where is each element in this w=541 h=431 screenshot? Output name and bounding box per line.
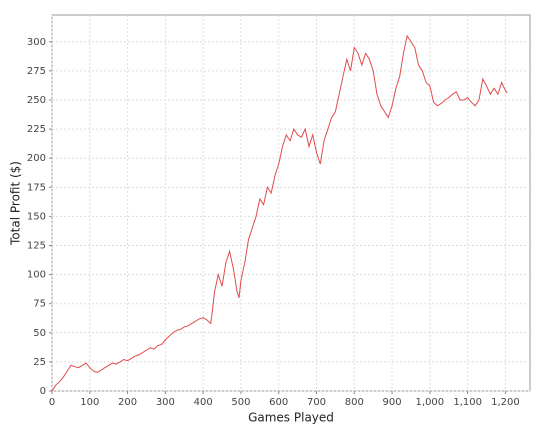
y-tick-label: 175 [27,182,46,193]
y-tick-label: 100 [27,270,46,281]
y-tick-label: 200 [27,153,46,164]
y-tick-label: 250 [27,95,46,106]
y-tick-label: 150 [27,211,46,222]
y-tick-label: 300 [27,37,46,48]
x-tick-label: 200 [118,397,137,408]
x-tick-label: 1,000 [416,397,445,408]
x-tick-label: 300 [156,397,175,408]
x-tick-label: 700 [307,397,326,408]
y-tick-label: 275 [27,66,46,77]
x-tick-label: 800 [345,397,364,408]
plot-area [51,14,531,392]
y-tick-label: 50 [33,328,46,339]
y-tick-label: 25 [33,357,46,368]
x-tick-label: 100 [80,397,99,408]
y-tick-label: 225 [27,124,46,135]
x-tick-label: 400 [194,397,213,408]
x-tick-label: 600 [269,397,288,408]
y-axis-label: Total Profit ($) [9,161,23,246]
y-tick-label: 0 [40,386,46,397]
y-tick-label: 75 [33,299,46,310]
x-tick-label: 0 [49,397,55,408]
x-tick-label: 500 [231,397,250,408]
x-tick-label: 1,200 [491,397,520,408]
x-axis-label: Games Played [248,411,334,425]
x-tick-label: 900 [383,397,402,408]
x-tick-label: 1,100 [453,397,482,408]
y-tick-label: 125 [27,240,46,251]
data-line [51,34,508,392]
